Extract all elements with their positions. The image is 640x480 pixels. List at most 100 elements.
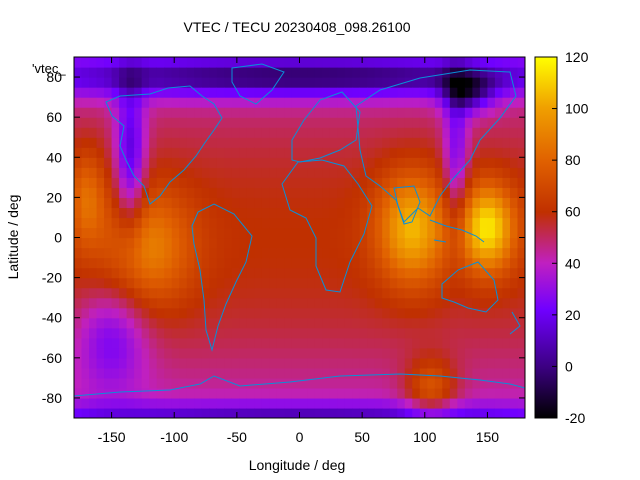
heatmap-cell bbox=[479, 407, 489, 418]
heatmap-cell bbox=[502, 137, 511, 148]
heatmap-cell bbox=[119, 257, 128, 269]
heatmap-cell bbox=[126, 187, 135, 198]
heatmap-cell bbox=[359, 387, 368, 399]
heatmap-cell bbox=[517, 127, 525, 138]
heatmap-cell bbox=[261, 387, 271, 399]
heatmap-cell bbox=[231, 247, 240, 259]
heatmap-cell bbox=[254, 127, 263, 138]
heatmap-cell bbox=[382, 297, 391, 309]
heatmap-cell bbox=[171, 117, 180, 128]
heatmap-cell bbox=[509, 247, 519, 259]
heatmap-cell bbox=[276, 347, 286, 359]
heatmap-cell bbox=[141, 317, 150, 329]
heatmap-cell bbox=[231, 87, 240, 98]
heatmap-cell bbox=[389, 307, 398, 319]
heatmap-cell bbox=[509, 227, 519, 239]
heatmap-cell bbox=[404, 87, 413, 98]
heatmap-cell bbox=[134, 277, 143, 289]
heatmap-cell bbox=[269, 397, 278, 409]
heatmap-cell bbox=[419, 297, 428, 309]
heatmap-cell bbox=[307, 77, 316, 88]
heatmap-cell bbox=[337, 407, 346, 418]
heatmap-cell bbox=[119, 97, 128, 108]
heatmap-cell bbox=[382, 257, 391, 269]
heatmap-cell bbox=[442, 97, 451, 108]
heatmap-cell bbox=[261, 357, 271, 369]
heatmap-cell bbox=[149, 277, 158, 289]
heatmap-cell bbox=[239, 227, 248, 239]
heatmap-cell bbox=[517, 177, 525, 188]
heatmap-cell bbox=[134, 337, 143, 349]
heatmap-cell bbox=[322, 367, 331, 379]
heatmap-cell bbox=[246, 147, 255, 158]
heatmap-cell bbox=[404, 227, 413, 239]
heatmap-cell bbox=[299, 167, 308, 178]
heatmap-cell bbox=[352, 297, 361, 309]
heatmap-cell bbox=[164, 337, 173, 349]
heatmap-cell bbox=[382, 387, 391, 399]
heatmap-cell bbox=[382, 267, 391, 279]
heatmap-cell bbox=[164, 397, 173, 409]
heatmap-cell bbox=[382, 167, 391, 178]
heatmap-cell bbox=[502, 197, 511, 209]
heatmap-cell bbox=[201, 147, 210, 158]
heatmap-cell bbox=[276, 387, 286, 399]
heatmap-cell bbox=[367, 257, 376, 269]
heatmap-cell bbox=[246, 217, 255, 229]
heatmap-cell bbox=[156, 227, 165, 239]
heatmap-cell bbox=[209, 67, 218, 78]
heatmap-cell bbox=[397, 157, 406, 168]
heatmap-cell bbox=[164, 297, 173, 309]
heatmap-cell bbox=[89, 147, 98, 158]
heatmap-cell bbox=[194, 57, 203, 68]
heatmap-cell bbox=[322, 257, 331, 269]
heatmap-cell bbox=[322, 137, 331, 148]
heatmap-cell bbox=[434, 317, 443, 329]
heatmap-cell bbox=[216, 87, 225, 98]
heatmap-cell bbox=[291, 67, 301, 78]
heatmap-cell bbox=[96, 257, 105, 269]
heatmap-cell bbox=[74, 407, 83, 418]
heatmap-cell bbox=[494, 107, 504, 118]
heatmap-cell bbox=[231, 177, 240, 188]
heatmap-cell bbox=[449, 297, 458, 309]
heatmap-cell bbox=[487, 287, 496, 299]
heatmap-cell bbox=[517, 187, 525, 198]
heatmap-cell bbox=[344, 227, 353, 239]
heatmap-cell bbox=[216, 97, 225, 108]
heatmap-cell bbox=[111, 77, 120, 88]
heatmap-cell bbox=[299, 397, 308, 409]
x-tick-label: 100 bbox=[413, 429, 437, 445]
heatmap-cell bbox=[239, 317, 248, 329]
heatmap-cell bbox=[126, 157, 135, 168]
heatmap-cell bbox=[517, 97, 525, 108]
heatmap-cell bbox=[382, 287, 391, 299]
heatmap-cell bbox=[404, 147, 413, 158]
heatmap-cell bbox=[104, 77, 113, 88]
heatmap-cell bbox=[141, 247, 150, 259]
heatmap-cell bbox=[164, 277, 173, 289]
heatmap-cell bbox=[126, 387, 135, 399]
heatmap-cell bbox=[329, 297, 338, 309]
heatmap-cell bbox=[201, 247, 210, 259]
heatmap-cell bbox=[509, 277, 519, 289]
heatmap-cell bbox=[329, 187, 338, 198]
heatmap-cell bbox=[329, 77, 338, 88]
heatmap-cell bbox=[457, 327, 466, 339]
new-zealand-coast bbox=[509, 311, 521, 335]
heatmap-cell bbox=[171, 67, 180, 78]
heatmap-cell bbox=[224, 277, 233, 289]
heatmap-cell bbox=[201, 257, 210, 269]
heatmap-cell bbox=[81, 347, 90, 359]
heatmap-cell bbox=[464, 287, 473, 299]
heatmap-cell bbox=[382, 347, 391, 359]
heatmap-cell bbox=[254, 107, 263, 118]
heatmap-cell bbox=[111, 297, 120, 309]
heatmap-cell bbox=[337, 217, 346, 229]
heatmap-cell bbox=[119, 367, 128, 379]
heatmap-cell bbox=[359, 367, 368, 379]
heatmap-cell bbox=[374, 337, 383, 349]
heatmap-cell bbox=[412, 307, 421, 319]
heatmap-cell bbox=[397, 397, 406, 409]
heatmap-cell bbox=[479, 387, 489, 399]
